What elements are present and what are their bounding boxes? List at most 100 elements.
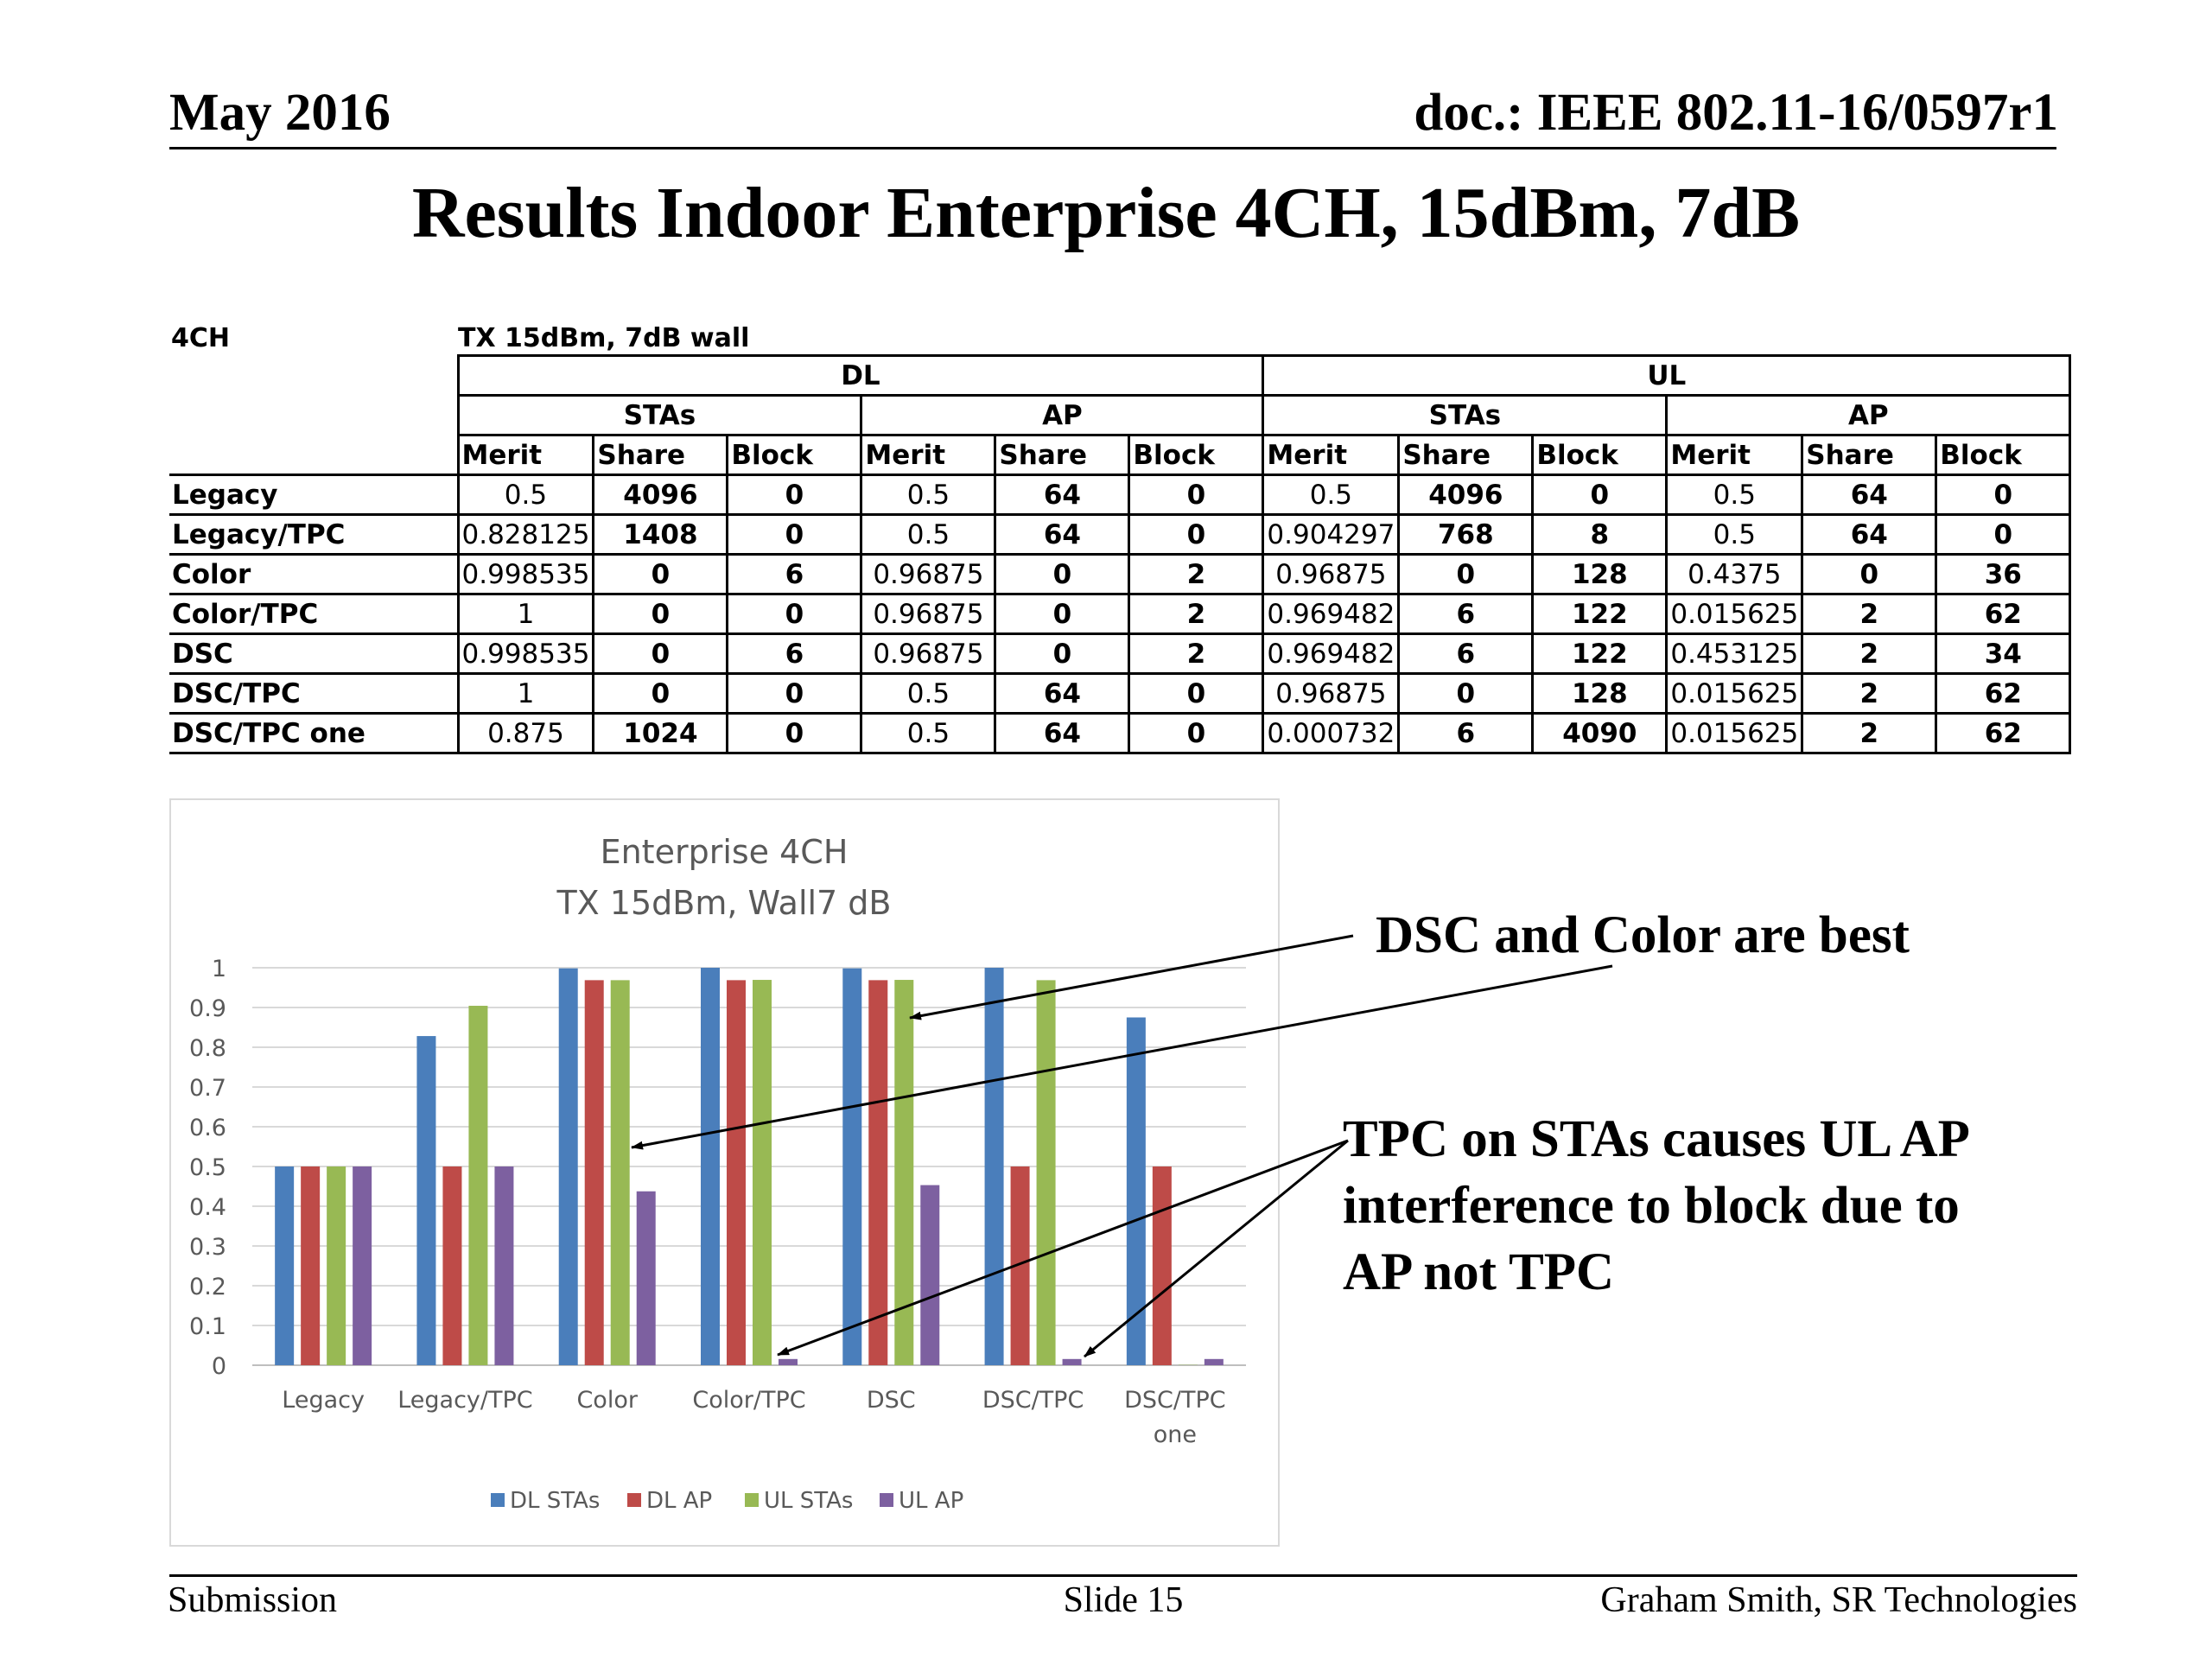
y-tick-label: 0.5 xyxy=(189,1154,226,1181)
table-cell: 0.5 xyxy=(1262,474,1401,516)
table-cell: 2 xyxy=(1128,553,1265,595)
col-share: Share xyxy=(1801,434,1938,476)
table-cell: 768 xyxy=(1397,513,1535,556)
table-cell: 0 xyxy=(592,632,729,675)
table-cell: 62 xyxy=(1935,593,2072,635)
chart-frame xyxy=(169,798,1280,1547)
bar-ul-ap xyxy=(353,1166,372,1365)
row-label: DSC/TPC one xyxy=(169,712,458,754)
table-cell: 0.828125 xyxy=(456,513,595,556)
bar-ul-stas xyxy=(610,980,630,1365)
arrow-to-dsc-tpc xyxy=(1084,1139,1349,1358)
ul-header: UL xyxy=(1262,354,2072,397)
col-merit: Merit xyxy=(1665,434,1804,476)
row-label: Legacy xyxy=(169,474,458,515)
table-cell: 0 xyxy=(1128,672,1265,715)
x-tick-label: DSC/TPC xyxy=(982,1387,1084,1414)
dl-ap-header: AP xyxy=(860,394,1265,436)
table-cell: 0 xyxy=(1397,672,1535,715)
table-cell: 122 xyxy=(1531,632,1669,675)
bar-dl-stas xyxy=(984,968,1004,1365)
table-cell: 0.969482 xyxy=(1262,593,1401,635)
table-caption: TX 15dBm, 7dB wall xyxy=(458,323,750,353)
legend-label: UL AP xyxy=(899,1488,963,1514)
chart-bars xyxy=(275,968,1224,1365)
table-row: DSC/TPC 1 0 0 0.5 64 0 0.96875 0 128 0.015625 2 62 xyxy=(169,672,2072,715)
table-subheader-row: STAs AP STAs AP xyxy=(169,394,2072,436)
table-row: Color 0.998535 0 6 0.96875 0 2 0.96875 0 128 0.437… xyxy=(169,553,2072,595)
table-row: DSC/TPC one 0.875 1024 0 0.5 64 0 0.000732 6 4090… xyxy=(169,712,2072,754)
footer-author: Graham Smith, SR Technologies xyxy=(1600,1580,2077,1620)
table-cell: 0.5 xyxy=(860,672,997,715)
table-cell: 0.5 xyxy=(456,474,595,516)
bar-ul-stas xyxy=(468,1006,488,1365)
callout-tpc-line: TPC on STAs causes UL AP xyxy=(1343,1110,1970,1168)
col-share: Share xyxy=(592,434,729,476)
callout-best: DSC and Color are best xyxy=(1376,906,1910,964)
table-cell: 4096 xyxy=(592,474,729,516)
table-column-row: Merit Share Block Merit Share Block Meri… xyxy=(169,434,2072,476)
table-cell: 64 xyxy=(994,474,1131,516)
legend-swatch xyxy=(880,1493,893,1507)
table-cell: 1408 xyxy=(592,513,729,556)
bar-ul-ap xyxy=(1062,1358,1082,1365)
table-cell: 0 xyxy=(1531,474,1669,516)
table-row: Legacy 0.5 4096 0 0.5 64 0 0.5 4096 0 0.5 64 0 xyxy=(169,474,2072,516)
table-cell: 0 xyxy=(726,712,863,754)
table-cell: 0.96875 xyxy=(860,553,997,595)
bar-ul-stas xyxy=(894,980,914,1365)
bar-dl-stas xyxy=(275,1166,295,1365)
table-cell: 34 xyxy=(1935,632,2072,675)
table-cell: 1 xyxy=(456,593,595,635)
legend-swatch xyxy=(491,1493,505,1507)
x-tick-label: Color xyxy=(576,1387,638,1414)
table-cell: 64 xyxy=(1801,513,1938,556)
y-tick-label: 0.2 xyxy=(189,1274,226,1300)
x-tick-label: DSC xyxy=(867,1387,916,1414)
table-row: DSC 0.998535 0 6 0.96875 0 2 0.969482 6 122 0.4531… xyxy=(169,632,2072,675)
x-tick-label: Legacy xyxy=(282,1387,365,1414)
col-block: Block xyxy=(1935,434,2072,476)
table-cell: 36 xyxy=(1935,553,2072,595)
slide-title: Results Indoor Enterprise 4CH, 15dBm, 7d… xyxy=(411,173,1801,253)
bar-ul-stas xyxy=(753,980,772,1365)
bar-ul-ap xyxy=(494,1166,514,1365)
bar-ul-stas xyxy=(1036,980,1056,1365)
table-cell: 0.015625 xyxy=(1665,593,1804,635)
table-cell: 122 xyxy=(1531,593,1669,635)
table-cell: 0.96875 xyxy=(860,593,997,635)
footer-submission: Submission xyxy=(168,1580,338,1620)
table-cell: 64 xyxy=(994,672,1131,715)
table-cell: 0.5 xyxy=(1665,513,1804,556)
y-tick-label: 1 xyxy=(212,956,226,982)
table-cell: 0 xyxy=(726,593,863,635)
bar-ul-ap xyxy=(636,1191,656,1365)
callout-tpc: TPC on STAs causes UL AP interference to… xyxy=(1343,1106,2120,1306)
row-label: DSC xyxy=(169,632,458,674)
bar-chart: Enterprise 4CH TX 15dBm, Wall7 dB 0 0.1 0.… xyxy=(189,833,1246,1514)
bar-dl-ap xyxy=(584,980,604,1365)
col-block: Block xyxy=(1531,434,1669,476)
table-cell: 6 xyxy=(1397,593,1535,635)
table-cell: 0 xyxy=(726,513,863,556)
table-cell: 62 xyxy=(1935,672,2072,715)
table-cell: 0 xyxy=(1128,513,1265,556)
table-cell: 0 xyxy=(1801,553,1938,595)
bar-dl-stas xyxy=(416,1036,436,1365)
table-cell: 0 xyxy=(592,553,729,595)
y-tick-label: 0.1 xyxy=(189,1313,226,1340)
col-merit: Merit xyxy=(456,434,595,476)
legend-label: DL STAs xyxy=(510,1488,600,1514)
table-cell: 128 xyxy=(1531,553,1669,595)
y-tick-label: 0.9 xyxy=(189,995,226,1022)
arrow-to-color xyxy=(631,964,1613,1150)
callout-tpc-line: AP not TPC xyxy=(1343,1243,1615,1301)
table-cell: 0.96875 xyxy=(1262,553,1401,595)
table-cell: 0 xyxy=(994,593,1131,635)
table-header-row: DL UL xyxy=(169,354,2072,397)
table-cell: 2 xyxy=(1801,593,1938,635)
ul-stas-header: STAs xyxy=(1262,394,1669,436)
table-cell: 0 xyxy=(1935,513,2072,556)
table-cell: 0.453125 xyxy=(1665,632,1804,675)
x-tick-label: DSC/TPC xyxy=(1124,1387,1226,1414)
